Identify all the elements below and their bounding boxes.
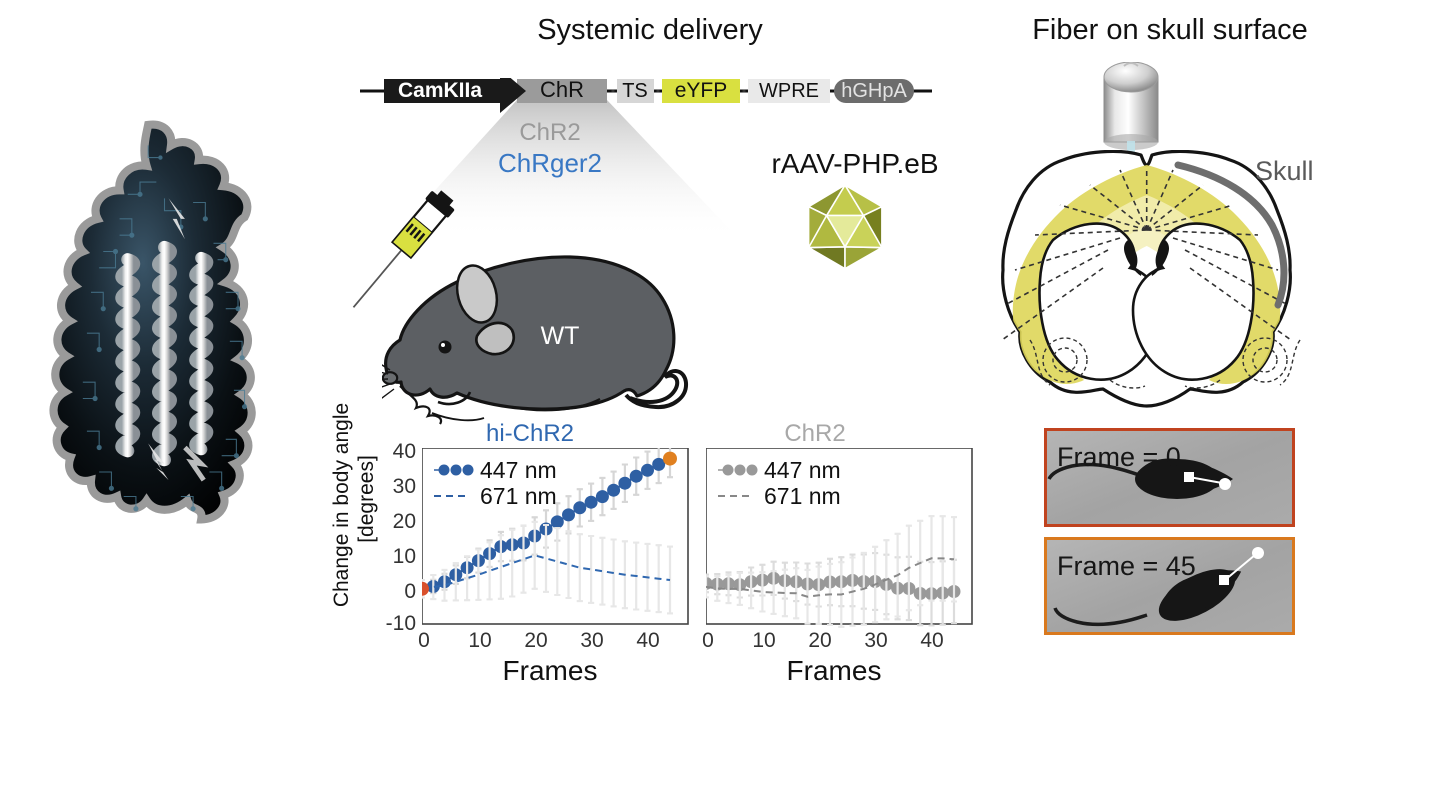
svg-text:Frame = 45: Frame = 45: [1057, 551, 1196, 581]
svg-text:ChR: ChR: [540, 78, 584, 102]
svg-text:671 nm: 671 nm: [480, 483, 557, 509]
svg-text:Frame = 0: Frame = 0: [1057, 442, 1181, 472]
svg-text:WPRE: WPRE: [759, 80, 819, 102]
svg-text:447 nm: 447 nm: [764, 457, 841, 483]
svg-text:447 nm: 447 nm: [480, 457, 557, 483]
svg-text:eYFP: eYFP: [675, 79, 728, 102]
svg-text:TS: TS: [622, 80, 648, 102]
svg-text:hGHpA: hGHpA: [841, 80, 907, 102]
svg-text:671 nm: 671 nm: [764, 483, 841, 509]
svg-text:WT: WT: [541, 322, 580, 350]
svg-text:CamKIIa: CamKIIa: [398, 79, 482, 102]
